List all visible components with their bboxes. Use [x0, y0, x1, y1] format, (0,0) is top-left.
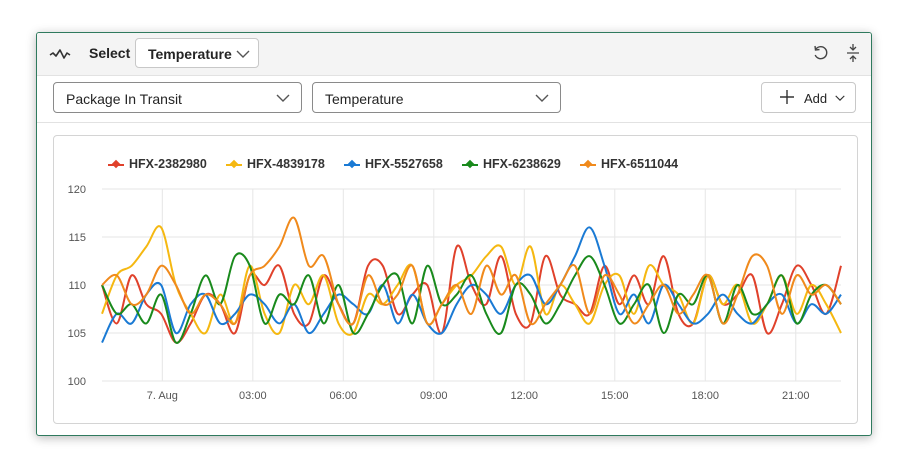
collapse-icon[interactable] [844, 44, 862, 62]
chart-toolbar: Select Temperature [37, 33, 871, 76]
select-label: Select [89, 45, 131, 61]
time-series-card: Select Temperature Package In Transit Te… [36, 32, 872, 436]
chevron-down-icon [835, 95, 845, 101]
series-line-hfx-4839178 [101, 225, 842, 336]
metric-select[interactable]: Temperature [135, 38, 259, 68]
series-line-hfx-5527658 [101, 226, 842, 344]
trend-icon[interactable] [49, 46, 71, 62]
legend-label: HFX-6511044 [601, 157, 679, 171]
toolbar-divider [37, 122, 871, 123]
legend-label: HFX-6238629 [483, 157, 561, 171]
asset-dropdown[interactable]: Package In Transit [53, 82, 302, 113]
legend-label: HFX-2382980 [129, 157, 207, 171]
y-tick-label: 120 [68, 184, 86, 196]
y-tick-label: 115 [68, 232, 86, 244]
x-tick-label: 09:00 [420, 390, 448, 402]
property-dropdown[interactable]: Temperature [312, 82, 561, 113]
y-tick-label: 110 [68, 280, 86, 292]
legend-label: HFX-4839178 [247, 157, 325, 171]
x-tick-label: 18:00 [691, 390, 719, 402]
x-tick-label: 21:00 [782, 390, 810, 402]
plus-icon [780, 90, 794, 104]
chevron-down-icon [535, 94, 549, 102]
x-tick-label: 7. Aug [147, 390, 178, 402]
reset-icon[interactable] [812, 44, 830, 62]
add-button[interactable]: Add [761, 82, 856, 113]
x-tick-label: 12:00 [511, 390, 539, 402]
legend-label: HFX-5527658 [365, 157, 443, 171]
chevron-down-icon [236, 50, 250, 58]
x-tick-label: 15:00 [601, 390, 629, 402]
y-tick-label: 100 [68, 376, 86, 388]
asset-dropdown-value: Package In Transit [66, 91, 182, 107]
series-line-hfx-6511044 [101, 216, 842, 326]
metric-select-value: Temperature [148, 46, 232, 62]
line-chart: HFX-2382980 HFX-4839178 HFX-5527658 HFX-623… [53, 135, 858, 424]
add-button-label: Add [804, 91, 828, 106]
x-tick-label: 03:00 [239, 390, 267, 402]
x-tick-label: 06:00 [330, 390, 358, 402]
y-tick-label: 105 [68, 328, 86, 340]
chevron-down-icon [276, 94, 290, 102]
property-dropdown-value: Temperature [325, 91, 404, 107]
chart-plot: 100 105 110 115 120 7. Aug 03:00 06:00 09:00 12:0… [68, 184, 842, 402]
